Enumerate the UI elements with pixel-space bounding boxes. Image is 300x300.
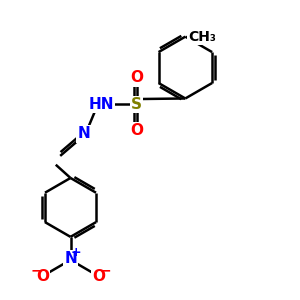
Text: O: O: [92, 269, 105, 284]
Text: HN: HN: [89, 97, 114, 112]
Text: N: N: [64, 251, 77, 266]
Text: O: O: [130, 70, 143, 86]
Text: S: S: [131, 97, 142, 112]
Text: O: O: [36, 269, 49, 284]
Text: N: N: [77, 126, 90, 141]
Text: −: −: [30, 264, 42, 278]
Text: −: −: [99, 264, 111, 278]
Text: +: +: [71, 246, 82, 259]
Text: O: O: [130, 123, 143, 138]
Text: CH₃: CH₃: [188, 30, 216, 44]
